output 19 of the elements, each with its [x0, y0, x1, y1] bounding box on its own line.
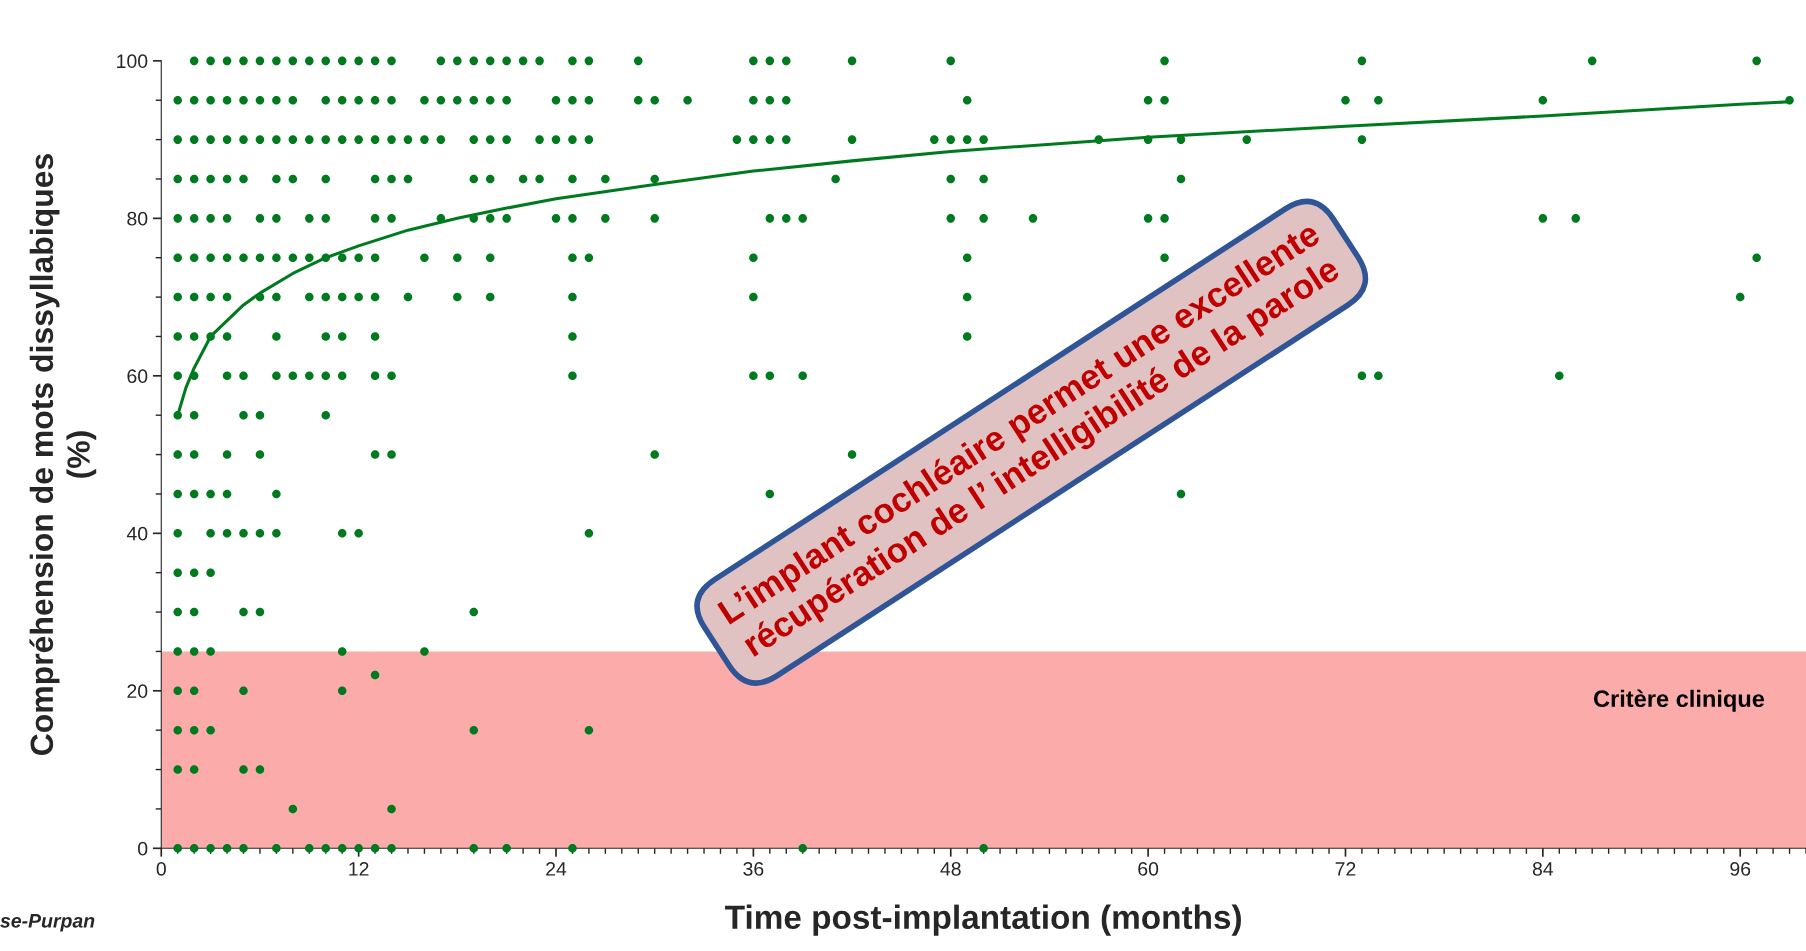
- x-tick-label: 96: [1730, 862, 1751, 876]
- y-tick-label: 0: [138, 841, 148, 856]
- x-tick-label: 72: [1335, 862, 1356, 876]
- y-tick-label: 20: [127, 684, 148, 699]
- x-tick-label: 48: [940, 862, 961, 876]
- x-axis-title: Time post-implantation (months): [725, 904, 1241, 936]
- x-tick-label: 0: [156, 862, 166, 876]
- y-tick-label: 40: [126, 526, 148, 541]
- text: se-Purpan: [0, 914, 95, 932]
- y-axis-title: Compréhension de mots dissyllabiques (%): [29, 154, 97, 756]
- x-tick-label: 12: [349, 862, 369, 876]
- y-tick-label: 80: [127, 211, 148, 226]
- x-tick-label: 24: [546, 862, 567, 876]
- x-tick-label: 84: [1532, 862, 1554, 876]
- x-tick-label: 36: [743, 862, 764, 876]
- x-tick-label: 60: [1138, 862, 1159, 876]
- y-tick-label: 60: [127, 369, 148, 384]
- y-tick-label: 100: [117, 54, 148, 69]
- band-label: Critère clinique: [1593, 689, 1765, 712]
